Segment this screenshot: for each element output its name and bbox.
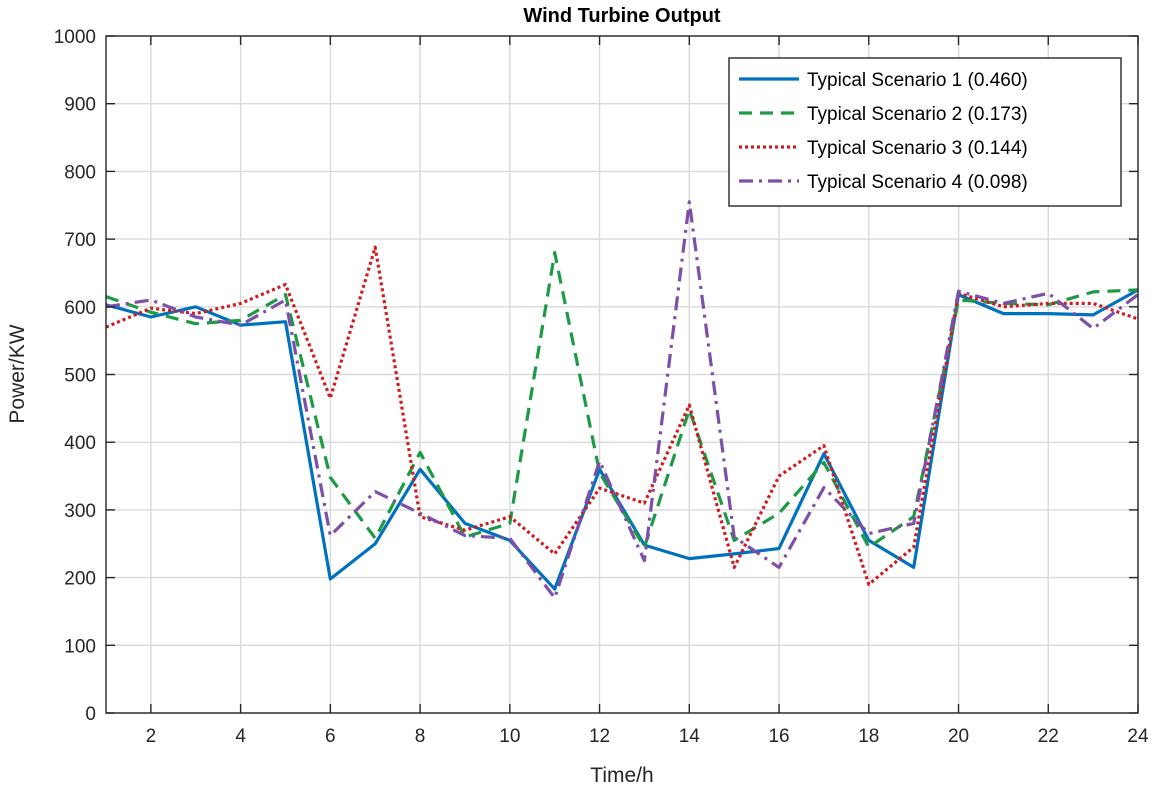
y-axis-label: Power/KW (6, 324, 29, 423)
chart-title: Wind Turbine Output (523, 5, 721, 27)
x-tick-label: 8 (415, 726, 426, 747)
y-tick-label: 500 (64, 366, 96, 387)
legend-label-4: Typical Scenario 4 (0.098) (807, 172, 1028, 193)
x-tick-label: 10 (499, 726, 520, 747)
y-tick-label: 900 (64, 95, 96, 116)
y-tick-label: 600 (64, 298, 96, 319)
x-tick-label: 2 (146, 726, 157, 747)
y-tick-label: 700 (64, 230, 96, 251)
y-tick-label: 100 (64, 636, 96, 657)
x-tick-label: 22 (1038, 726, 1059, 747)
legend: Typical Scenario 1 (0.460) Typical Scenar… (728, 57, 1122, 207)
x-tick-label: 12 (589, 726, 610, 747)
x-tick-label: 14 (679, 726, 701, 747)
legend-label-3: Typical Scenario 3 (0.144) (807, 138, 1028, 159)
legend-label-2: Typical Scenario 2 (0.173) (807, 104, 1028, 125)
y-tick-label: 400 (64, 433, 96, 454)
x-axis-ticks: 2 4 6 8 10 12 14 16 18 20 22 24 (146, 36, 1149, 747)
series-lines (105, 200, 1139, 600)
series-line-1 (105, 288, 1139, 591)
series-line-4 (105, 200, 1139, 600)
x-tick-label: 20 (948, 726, 969, 747)
series-line-2 (105, 251, 1139, 549)
y-tick-label: 0 (85, 704, 96, 725)
series-line-3 (105, 245, 1139, 587)
x-axis-label: Time/h (590, 764, 653, 787)
x-tick-label: 18 (858, 726, 879, 747)
y-tick-label: 200 (64, 569, 96, 590)
y-tick-label: 300 (64, 501, 96, 522)
x-tick-label: 4 (235, 726, 246, 747)
x-tick-label: 16 (768, 726, 789, 747)
x-tick-label: 24 (1127, 726, 1149, 747)
y-tick-label: 800 (64, 162, 96, 183)
x-tick-label: 6 (325, 726, 336, 747)
legend-box (728, 57, 1122, 207)
y-tick-label: 1000 (54, 27, 96, 48)
legend-label-1: Typical Scenario 1 (0.460) (807, 70, 1028, 91)
y-axis-ticks: 0 100 200 300 400 500 600 700 800 900 1000 (54, 27, 1138, 725)
